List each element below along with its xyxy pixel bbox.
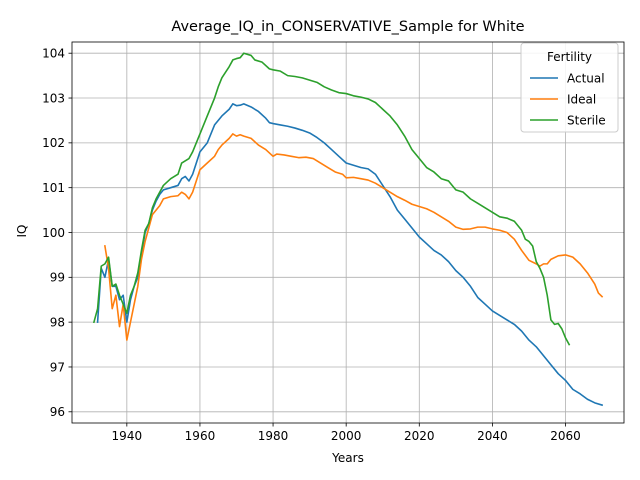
legend-box bbox=[520, 42, 619, 133]
y-tick-label: 98 bbox=[50, 315, 65, 329]
y-tick-label: 97 bbox=[50, 360, 65, 374]
x-axis-label: Years bbox=[331, 451, 364, 465]
y-tick-label: 103 bbox=[42, 91, 65, 105]
x-axis: 1940 1960 1980 2000 2020 2040 2060 bbox=[112, 423, 581, 443]
series-layer bbox=[92, 52, 604, 407]
x-tick-label: 2020 bbox=[404, 429, 435, 443]
y-tick-label: 101 bbox=[42, 181, 65, 195]
x-tick-label: 1980 bbox=[258, 429, 289, 443]
y-axis-label: IQ bbox=[15, 225, 29, 238]
legend-label-sterile: Sterile bbox=[567, 113, 606, 127]
y-tick-label: 102 bbox=[42, 136, 65, 150]
y-tick-label: 96 bbox=[50, 405, 65, 419]
y-axis: 96 97 98 99 100 101 102 103 104 bbox=[42, 47, 72, 419]
x-tick-label: 2000 bbox=[331, 429, 362, 443]
legend-items: Actual Ideal Sterile bbox=[530, 71, 606, 127]
chart-title: Average_IQ_in_CONSERVATIVE_Sample for Wh… bbox=[171, 19, 524, 35]
x-tick-label: 2060 bbox=[550, 429, 581, 443]
legend-title: Fertility bbox=[547, 50, 592, 64]
y-tick-label: 104 bbox=[42, 47, 65, 61]
x-tick-label: 2040 bbox=[477, 429, 508, 443]
legend-label-actual: Actual bbox=[567, 71, 605, 85]
series-line-ideal bbox=[103, 133, 604, 341]
x-tick-label: 1940 bbox=[112, 429, 143, 443]
y-tick-label: 99 bbox=[50, 271, 65, 285]
series-line-sterile bbox=[92, 52, 571, 346]
y-tick-label: 100 bbox=[42, 226, 65, 240]
grid bbox=[72, 42, 624, 423]
legend: Fertility Actual Ideal Sterile bbox=[520, 42, 619, 133]
legend-label-ideal: Ideal bbox=[567, 92, 596, 106]
x-tick-label: 1960 bbox=[185, 429, 216, 443]
